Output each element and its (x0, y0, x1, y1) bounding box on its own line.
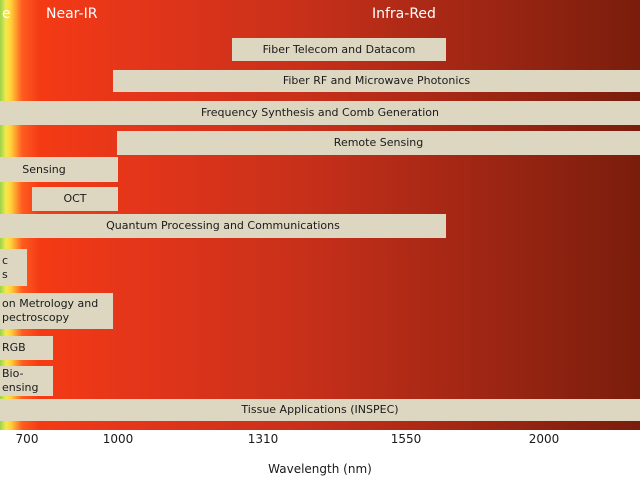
application-bar: Remote Sensing (117, 131, 640, 155)
application-bar: Frequency Synthesis and Comb Generation (0, 101, 640, 125)
bar-label: Bio- (2, 367, 24, 380)
bar-label: Remote Sensing (333, 136, 424, 149)
application-bar: on Metrology and pectroscopy (0, 293, 113, 329)
bar-label: Quantum Processing and Communications (106, 219, 340, 232)
bar-label: OCT (63, 192, 87, 205)
x-tick-label: 1000 (102, 432, 134, 446)
region-label: e (2, 6, 11, 22)
application-bar: Bio-ensing (0, 366, 53, 396)
application-bar: Tissue Applications (INSPEC) (0, 399, 640, 421)
bar-label: Frequency Synthesis and Comb Generation (200, 106, 439, 119)
bar-label: Fiber RF and Microwave Photonics (282, 74, 471, 87)
bar-label: RGB (2, 341, 26, 354)
bar-label: Tissue Applications (INSPEC) (241, 403, 399, 416)
bar-label: c (2, 253, 9, 267)
x-tick-label: 1310 (247, 432, 279, 446)
bar-label: s (2, 267, 8, 281)
x-tick-label: 1550 (390, 432, 422, 446)
application-bar: RGB (0, 336, 53, 360)
bar-label: ensing (2, 381, 39, 394)
bar-label: Fiber Telecom and Datacom (262, 42, 416, 56)
axis-label: Wavelength (nm) (268, 462, 372, 476)
bar-label: pectroscopy (2, 311, 70, 324)
x-tick-label: 700 (15, 432, 39, 446)
application-bar: OCT (32, 187, 118, 211)
bar-label: on Metrology and (2, 297, 99, 310)
region-label: Infra-Red (372, 6, 436, 22)
application-bar: Sensing (0, 157, 118, 182)
bar-label: Sensing (22, 162, 66, 176)
x-tick-label: 2000 (528, 432, 560, 446)
application-bar: Fiber Telecom and Datacom (232, 38, 446, 61)
application-bar: Fiber RF and Microwave Photonics (113, 70, 640, 92)
application-bar: Quantum Processing and Communications (0, 214, 446, 238)
region-label: Near-IR (46, 6, 98, 22)
